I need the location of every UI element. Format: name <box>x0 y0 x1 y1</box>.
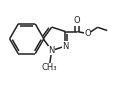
Text: O: O <box>85 29 91 38</box>
Text: CH₃: CH₃ <box>42 63 57 72</box>
Text: N: N <box>62 42 69 50</box>
Text: N: N <box>49 46 55 55</box>
Text: O: O <box>74 16 81 25</box>
